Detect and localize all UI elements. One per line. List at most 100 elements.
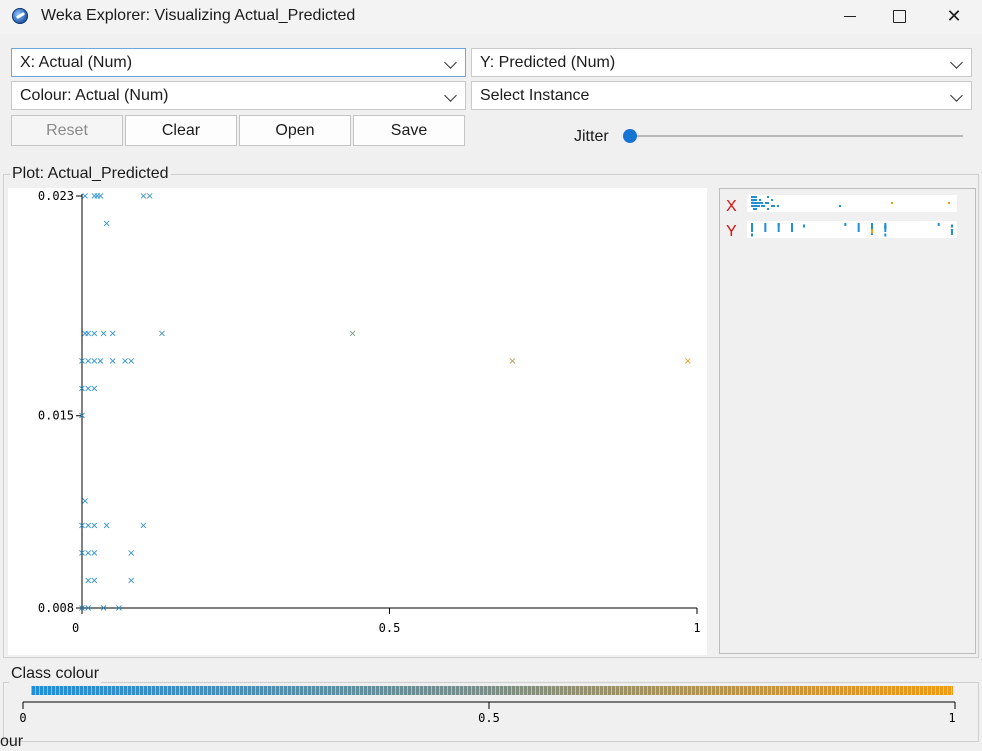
x-bar-mark: [753, 208, 755, 210]
save-button[interactable]: Save: [353, 115, 465, 146]
x-bar-mark: [753, 199, 755, 201]
class-colour-label: Class colour: [9, 665, 102, 683]
x-bar-mark: [752, 201, 754, 204]
y-bar-mark: [791, 229, 793, 232]
x-bar-mark: [767, 202, 769, 204]
y-bar-mark: [777, 223, 780, 226]
chevron-down-icon: [444, 56, 457, 69]
data-point: ×: [90, 521, 98, 532]
y-bar-mark: [951, 232, 953, 235]
data-point: ×: [145, 191, 153, 202]
weka-bird-icon: [12, 8, 28, 24]
jitter-slider-thumb[interactable]: [623, 129, 637, 143]
data-point: ×: [90, 328, 98, 339]
x-bar-mark: [759, 202, 761, 204]
data-point: ×: [78, 548, 86, 559]
close-icon: ✕: [946, 5, 962, 26]
y-bar-mark: [751, 226, 753, 229]
y-bar-mark: [937, 223, 940, 226]
data-point: ×: [84, 383, 92, 394]
data-point: ×: [127, 576, 135, 587]
colour-tick-label-1: 1: [948, 711, 955, 725]
data-point: ×: [78, 383, 86, 394]
data-point: ×: [96, 356, 104, 367]
data-point: ×: [90, 548, 98, 559]
y-bar-mark: [751, 229, 753, 232]
data-point: ×: [102, 521, 110, 532]
y-bar-letter: Y: [726, 223, 737, 240]
y-bar-mark: [764, 226, 767, 229]
x-bar-mark: [753, 196, 755, 198]
maximize-icon: [892, 9, 906, 23]
attribute-bars: X Y: [726, 195, 957, 240]
data-point: ×: [78, 521, 86, 532]
x-tick-label-0: 0: [72, 621, 79, 635]
y-bar-mark: [884, 233, 887, 237]
data-point: ×: [139, 191, 147, 202]
instance-select[interactable]: Select Instance: [471, 81, 972, 110]
data-point: ×: [84, 328, 92, 339]
data-point: ×: [508, 356, 516, 367]
x-bar-mark: [771, 199, 773, 201]
x-bar-mark: [777, 205, 779, 207]
x-bar-letter: X: [726, 198, 737, 215]
x-bar-mark: [761, 205, 763, 207]
y-attribute-bar[interactable]: [747, 221, 957, 238]
y-bar-mark: [791, 223, 793, 226]
colour-tick-label-0: 0: [19, 711, 26, 725]
x-bar-marks: [751, 196, 950, 210]
class-colour-group: [3, 682, 979, 742]
x-bar-mark: [763, 205, 765, 207]
plot-area[interactable]: 0 0.5 1 0.023 0.015 0.008 × × × × × × × × × × × × × × × × × × × ×…: [8, 188, 707, 655]
colour-gradient-stripes: [31, 686, 953, 695]
clear-button[interactable]: Clear: [125, 115, 237, 146]
chevron-down-icon: [444, 89, 457, 102]
y-bar-mark: [884, 229, 887, 232]
window-title: Weka Explorer: Visualizing Actual_Predic…: [41, 7, 356, 24]
x-bar-mark: [755, 199, 757, 201]
data-point: ×: [81, 191, 89, 202]
data-point: ×: [84, 603, 92, 614]
data-point: ×: [109, 328, 117, 339]
y-axis-select-value: Y: Predicted (Num): [480, 54, 616, 71]
colour-tick-label-mid: 0.5: [478, 711, 500, 725]
data-point: ×: [139, 521, 147, 532]
y-axis-select[interactable]: Y: Predicted (Num): [471, 48, 972, 77]
x-bar-mark: [773, 205, 775, 207]
x-axis-select[interactable]: X: Actual (Num): [11, 48, 466, 77]
data-point: ×: [99, 603, 107, 614]
jitter-label: Jitter: [574, 128, 609, 145]
y-bar-mark: [871, 223, 873, 226]
y-bar-mark: [884, 226, 887, 229]
x-bar-mark: [751, 199, 753, 201]
y-bar-mark: [777, 229, 780, 232]
y-tick-label-2: 0.008: [38, 601, 74, 615]
x-bar-mark: [755, 202, 757, 204]
minimize-button[interactable]: [827, 0, 873, 32]
y-bar-marks: [751, 223, 953, 237]
y-bar-mark: [857, 229, 860, 232]
data-point: ×: [81, 496, 89, 507]
maximize-button[interactable]: [876, 0, 922, 32]
open-button[interactable]: Open: [239, 115, 351, 146]
y-bar-mark: [764, 223, 767, 226]
data-point: ×: [90, 191, 98, 202]
y-bar-mark: [951, 229, 953, 232]
y-bar-mark: [857, 226, 860, 229]
close-button[interactable]: ✕: [931, 0, 977, 32]
data-point: ×: [348, 328, 356, 339]
y-bar-mark: [951, 224, 953, 228]
reset-button[interactable]: Reset: [11, 115, 123, 146]
attribute-bars-panel: X Y: [719, 188, 976, 654]
x-attribute-bar[interactable]: [747, 195, 957, 212]
y-bar-mark: [857, 223, 860, 226]
x-bar-mark: [753, 205, 755, 207]
x-bar-mark: [758, 205, 760, 207]
colour-select[interactable]: Colour: Actual (Num): [11, 81, 466, 110]
x-bar-mark: [751, 205, 753, 207]
data-point: ×: [127, 356, 135, 367]
jitter-slider-track[interactable]: [630, 135, 963, 137]
y-bar-mark: [884, 223, 887, 226]
x-bar-mark: [755, 205, 757, 207]
